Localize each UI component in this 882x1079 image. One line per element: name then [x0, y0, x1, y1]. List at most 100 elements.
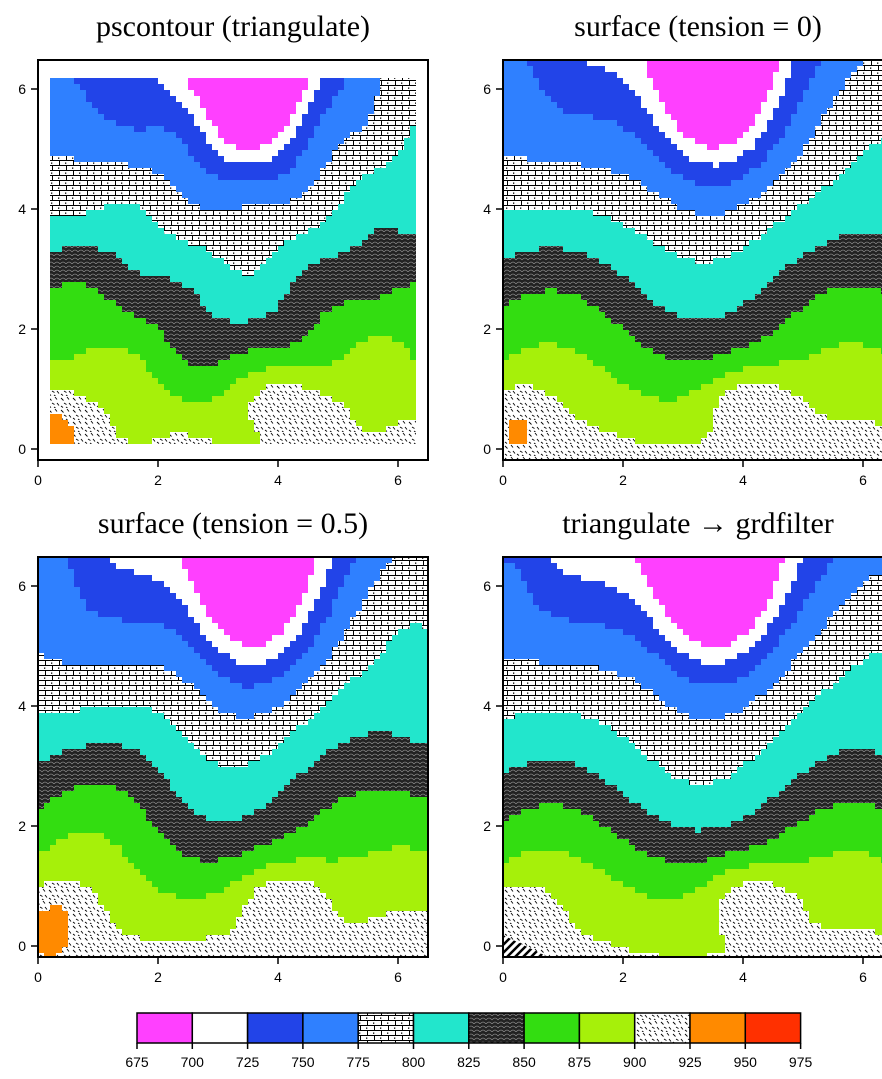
contour-cell: [242, 851, 368, 857]
contour-cell: [809, 911, 882, 917]
contour-cell: [410, 737, 428, 743]
contour-cell: [236, 659, 266, 665]
contour-cell: [38, 623, 164, 629]
contour-cell: [749, 198, 809, 204]
contour-cell: [617, 378, 713, 384]
contour-cell: [503, 264, 611, 270]
contour-cell: [116, 785, 170, 791]
contour-cell: [272, 707, 320, 713]
contour-cell: [821, 120, 882, 126]
contour-cell: [236, 713, 254, 719]
contour-cell: [398, 150, 416, 156]
contour-cell: [635, 677, 689, 683]
contour-cell: [62, 749, 140, 755]
contour-cell: [755, 144, 773, 150]
contour-cell: [809, 857, 881, 863]
contour-cell: [503, 126, 623, 132]
contour-cell: [503, 108, 563, 114]
contour-cell: [503, 803, 539, 809]
contour-cell: [503, 653, 659, 659]
contour-cell: [503, 180, 641, 186]
contour-cell: [212, 641, 242, 647]
contour-cell: [503, 581, 527, 587]
contour-cell: [194, 587, 308, 593]
contour-cell: [380, 569, 428, 575]
contour-cell: [827, 563, 882, 569]
contour-cell: [164, 228, 308, 234]
colorbar-bin: [136, 1012, 194, 1044]
contour-cell: [38, 683, 194, 689]
plot-frame: [37, 59, 429, 461]
contour-cell: [194, 288, 290, 294]
contour-cell: [677, 396, 719, 402]
contour-cell: [38, 611, 98, 617]
contour-cell: [200, 593, 302, 599]
contour-cell: [38, 725, 176, 731]
contour-cell: [617, 731, 779, 737]
contour-cell: [803, 647, 882, 653]
contour-cell: [647, 108, 665, 114]
contour-cell: [581, 929, 719, 935]
contour-cell: [146, 755, 206, 761]
contour-cell: [809, 84, 845, 90]
contour-cell: [206, 695, 290, 701]
contour-cell: [38, 839, 56, 845]
contour-cell: [170, 390, 224, 396]
contour-cell: [797, 611, 833, 617]
contour-cell: [380, 90, 416, 96]
contour-cell: [248, 372, 416, 378]
contour-cell: [296, 132, 314, 138]
contour-cell: [815, 408, 882, 414]
contour-cell: [755, 294, 815, 300]
contour-cell: [38, 737, 188, 743]
contour-cell: [503, 78, 539, 84]
contour-cell: [182, 851, 242, 857]
y-tick-label: 4: [18, 201, 26, 217]
contour-cell: [569, 408, 713, 414]
contour-cell: [374, 581, 428, 587]
contour-cell: [38, 791, 62, 797]
contour-cell: [290, 120, 302, 126]
contour-cell: [653, 593, 773, 599]
contour-cell: [50, 246, 62, 252]
contour-cell: [332, 599, 362, 605]
contour-cell: [146, 875, 242, 881]
contour-cell: [779, 563, 797, 569]
contour-cell: [206, 306, 278, 312]
contour-cell: [695, 180, 731, 186]
contour-cell: [188, 78, 308, 84]
contour-cell: [50, 336, 164, 342]
contour-cell: [593, 114, 653, 120]
contour-cell: [368, 234, 416, 240]
contour-cell: [647, 893, 683, 899]
contour-cell: [176, 234, 296, 240]
contour-cell: [176, 845, 254, 851]
contour-cell: [320, 114, 368, 120]
contour-cell: [797, 204, 882, 210]
contour-cell: [869, 575, 882, 581]
contour-cell: [374, 108, 416, 114]
contour-cell: [74, 354, 140, 360]
contour-cell: [188, 360, 218, 366]
contour-cell: [314, 126, 362, 132]
contour-cell: [527, 426, 599, 432]
contour-cell: [188, 108, 206, 114]
y-tick-label: 4: [483, 698, 491, 714]
contour-cell: [242, 875, 428, 881]
contour-cell: [296, 659, 326, 665]
contour-cell: [224, 138, 272, 144]
contour-cell: [326, 569, 350, 575]
contour-cell: [503, 881, 623, 887]
contour-cell: [791, 72, 815, 78]
contour-cell: [284, 671, 314, 677]
contour-cell: [410, 126, 416, 132]
contour-cell: [815, 809, 882, 815]
contour-cell: [731, 821, 797, 827]
contour-cell: [50, 126, 134, 132]
contour-cell: [659, 653, 689, 659]
contour-cell: [629, 593, 653, 599]
contour-cell: [665, 354, 713, 360]
contour-cell: [272, 839, 428, 845]
contour-cell: [659, 156, 689, 162]
contour-cell: [503, 90, 545, 96]
